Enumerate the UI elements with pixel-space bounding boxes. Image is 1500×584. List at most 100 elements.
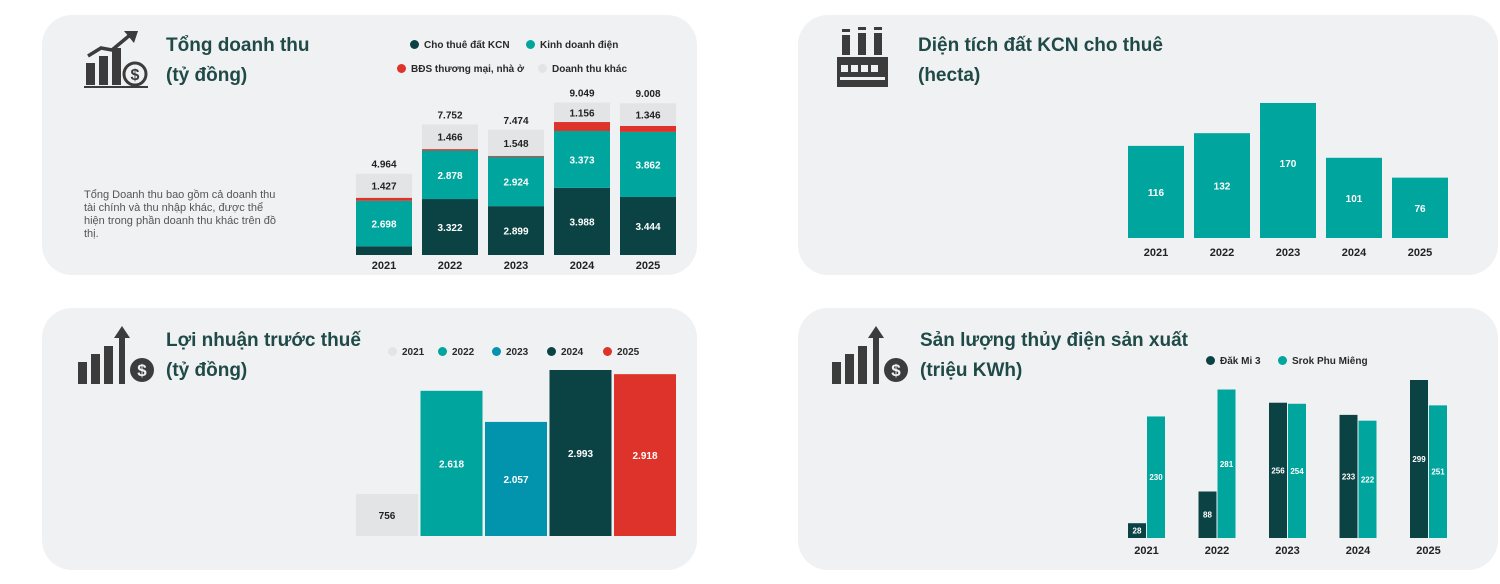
- hydro-value-label-srok-phu-mieng-2024: 222: [1361, 475, 1375, 484]
- revenue-legend-kinh-doanh-dien-label: Kinh doanh điện: [540, 40, 619, 51]
- revenue-year-label-2021: 2021: [372, 260, 396, 272]
- revenue-bar-doanh-thu-khac-2024: [554, 102, 610, 123]
- revenue-legend-doanh-thu-khac-label: Doanh thu khác: [552, 64, 628, 75]
- revenue-year-label-2023: 2023: [504, 260, 528, 272]
- revenue-title-line2: (tỷ đồng): [166, 65, 248, 86]
- profit-value-label-2021: 756: [379, 511, 396, 522]
- revenue-bar-cho-thue-dat-kcn-2021: [356, 246, 412, 255]
- revenue-note: Tổng Doanh thu bao gồm cả doanh thu tài …: [84, 189, 277, 240]
- land-title-line2: (hecta): [918, 65, 981, 86]
- land-bar-2025: [1392, 177, 1448, 238]
- land-value-label-2022: 132: [1214, 182, 1231, 193]
- hydro-bar-srok-phu-mieng-2024: [1358, 420, 1377, 538]
- hydro-bar-dak-mi-3-2022: [1198, 491, 1217, 538]
- revenue-value-label-kinh-doanh-dien-2022: 2.878: [437, 171, 462, 182]
- hydro-value-label-srok-phu-mieng-2021: 230: [1149, 473, 1163, 482]
- hydro-bar-dak-mi-3-2023: [1269, 402, 1287, 538]
- revenue-value-label-kinh-doanh-dien-2023: 2.924: [503, 178, 528, 189]
- revenue-bar-doanh-thu-khac-2023: [488, 129, 544, 156]
- revenue-legend: Cho thuê đất KCN Kinh doanh điện BĐS thươn…: [42, 15, 697, 85]
- revenue-value-label-doanh-thu-khac-2024: 1.156: [569, 108, 594, 119]
- profit-legend-2022: 2022: [438, 347, 474, 358]
- profit-panel: $ Lợi nhuận trước thuế (tỷ đồng) 2021 202…: [42, 308, 697, 570]
- hydro-value-label-dak-mi-3-2025: 299: [1412, 455, 1426, 464]
- hydro-panel: $ Sản lượng thủy điện sản xuất (triệu KW…: [798, 308, 1498, 570]
- land-value-label-2021: 116: [1148, 188, 1165, 199]
- revenue-title: Tổng doanh thu (tỷ đồng): [166, 31, 310, 91]
- revenue-chart: 2.698 1.427 4.964 2021 3.322 2.878 1.466 7.752 2…: [356, 89, 676, 272]
- profit-legend-2023-label: 2023: [506, 347, 529, 358]
- hydro-bar-srok-phu-mieng-2023: [1288, 403, 1306, 538]
- land-title: Diện tích đất KCN cho thuê (hecta): [918, 31, 1163, 91]
- revenue-year-label-2022: 2022: [438, 260, 462, 272]
- revenue-value-label-kinh-doanh-dien-2021: 2.698: [371, 220, 396, 231]
- land-year-label-2023: 2023: [1276, 247, 1300, 259]
- profit-growth-icon: $: [78, 326, 154, 384]
- revenue-bar-bds-thuong-mai-nha-o-2024: [554, 122, 610, 131]
- hydro-chart: 28 230 2021 88 281 2022 256 254 2023 233 222 2024 29…: [1128, 380, 1447, 557]
- land-value-label-2025: 76: [1414, 204, 1426, 215]
- land-year-label-2021: 2021: [1144, 247, 1168, 259]
- revenue-legend-cho-thue-dat-kcn: Cho thuê đất KCN: [410, 40, 510, 51]
- profit-legend-2025-marker: [603, 347, 612, 356]
- revenue-bar-cho-thue-dat-kcn-2023: [488, 206, 544, 255]
- revenue-bar-kinh-doanh-dien-2025: [620, 131, 676, 197]
- hydro-bar-srok-phu-mieng-2025: [1429, 405, 1447, 538]
- profit-title: Lợi nhuận trước thuế (tỷ đồng): [166, 326, 361, 386]
- hydro-value-label-dak-mi-3-2024: 233: [1342, 472, 1356, 481]
- profit-chart: 756 2.618 2.057 2.993 2.918: [356, 370, 676, 536]
- revenue-bar-bds-thuong-mai-nha-o-2021: [356, 197, 412, 201]
- revenue-value-label-cho-thue-dat-kcn-2024: 3.988: [569, 217, 594, 228]
- svg-text:$: $: [131, 67, 140, 84]
- hydro-value-label-srok-phu-mieng-2022: 281: [1220, 460, 1234, 469]
- hydro-legend-dak-mi-3: Đăk Mi 3: [1206, 356, 1261, 367]
- revenue-bar-kinh-doanh-dien-2023: [488, 156, 544, 207]
- land-value-label-2023: 170: [1280, 159, 1297, 170]
- profit-legend-2021-marker: [388, 347, 397, 356]
- profit-value-label-2023: 2.057: [503, 475, 528, 486]
- hydro-bar-srok-phu-mieng-2022: [1217, 389, 1236, 538]
- profit-value-label-2024: 2.993: [568, 449, 593, 460]
- hydro-legend-srok-phu-mieng: Srok Phu Miêng: [1278, 356, 1368, 367]
- hydro-bar-srok-phu-mieng-2021: [1147, 416, 1165, 538]
- revenue-legend-bds-thuong-mai-nha-o-marker: [397, 64, 406, 73]
- profit-legend: 2021 2022 2023 2024 2025: [42, 308, 697, 368]
- hydro-year-label-2023: 2023: [1275, 545, 1299, 557]
- land-year-label-2024: 2024: [1342, 247, 1367, 259]
- profit-legend-2022-label: 2022: [452, 347, 475, 358]
- profit-legend-2024: 2024: [547, 347, 583, 358]
- hydro-bar-dak-mi-3-2021: [1128, 523, 1146, 538]
- revenue-value-label-cho-thue-dat-kcn-2022: 3.322: [437, 223, 462, 234]
- hydro-legend-srok-phu-mieng-label: Srok Phu Miêng: [1292, 356, 1368, 367]
- revenue-bar-bds-thuong-mai-nha-o-2025: [620, 125, 676, 132]
- profit-bar-2024: [549, 370, 612, 536]
- hydro-value-label-srok-phu-mieng-2025: 251: [1431, 468, 1445, 477]
- revenue-total-label-2023: 7.474: [503, 116, 528, 127]
- hydro-growth-icon: $: [832, 326, 908, 384]
- revenue-panel: $ Tổng doanh thu (tỷ đồng) Tổng Doanh th…: [42, 15, 697, 275]
- hydro-year-label-2021: 2021: [1134, 545, 1158, 557]
- hydro-bar-dak-mi-3-2024: [1339, 414, 1358, 538]
- revenue-legend-bds-thuong-mai-nha-o: BĐS thương mại, nhà ở: [397, 64, 524, 75]
- land-bar-2023: [1260, 103, 1316, 238]
- revenue-legend-kinh-doanh-dien-marker: [526, 40, 535, 49]
- profit-bar-2025: [614, 374, 676, 536]
- revenue-bar-doanh-thu-khac-2022: [422, 124, 478, 150]
- profit-legend-2025-label: 2025: [617, 347, 640, 358]
- hydro-title: Sản lượng thủy điện sản xuất (triệu KWh): [920, 326, 1188, 386]
- hydro-title-line2: (triệu KWh): [920, 360, 1023, 381]
- hydro-year-label-2024: 2024: [1346, 545, 1371, 557]
- revenue-bar-cho-thue-dat-kcn-2022: [422, 199, 478, 255]
- revenue-legend-cho-thue-dat-kcn-marker: [410, 40, 419, 49]
- svg-text:$: $: [137, 361, 147, 380]
- profit-title-line2: (tỷ đồng): [166, 360, 248, 381]
- revenue-value-label-doanh-thu-khac-2023: 1.548: [503, 139, 528, 150]
- revenue-value-label-doanh-thu-khac-2025: 1.346: [635, 111, 660, 122]
- revenue-legend-cho-thue-dat-kcn-label: Cho thuê đất KCN: [424, 40, 510, 51]
- revenue-title-line1: Tổng doanh thu: [166, 35, 310, 56]
- factory-icon: [837, 27, 888, 87]
- revenue-value-label-doanh-thu-khac-2022: 1.466: [437, 133, 462, 144]
- revenue-bar-kinh-doanh-dien-2024: [554, 130, 610, 188]
- revenue-bar-cho-thue-dat-kcn-2024: [554, 187, 610, 255]
- revenue-value-label-kinh-doanh-dien-2024: 3.373: [569, 155, 594, 166]
